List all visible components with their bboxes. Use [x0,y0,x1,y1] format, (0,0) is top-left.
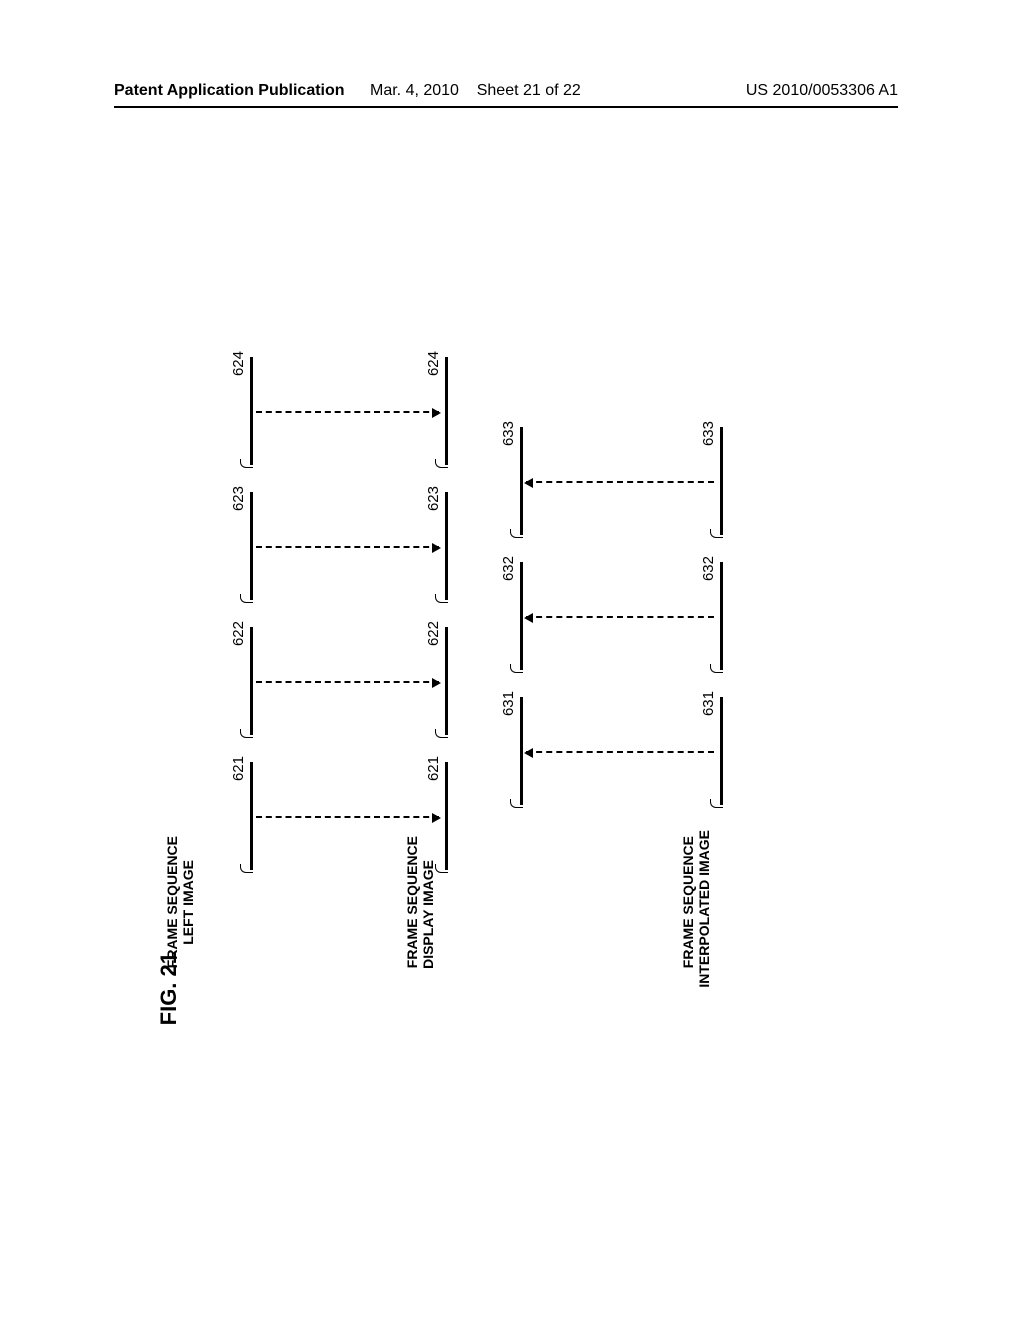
label-display-image-2: FRAME SEQUENCE [404,836,420,968]
frame-line [250,627,253,735]
frame-line [720,562,723,670]
dashed-arrow [256,546,439,548]
label-interp-image-2: FRAME SEQUENCE [680,836,696,968]
ref-label: 623 [425,486,442,511]
ref-label: 621 [230,756,247,781]
ref-label: 622 [230,621,247,646]
dashed-arrow [526,751,714,753]
ref-label: 622 [425,621,442,646]
frame-line [445,627,448,735]
frame-line [445,357,448,465]
dashed-arrow [256,816,439,818]
frame-line [520,697,523,805]
ref-label: 623 [230,486,247,511]
frame-line [250,357,253,465]
frame-line [250,762,253,870]
ref-label: 621 [425,756,442,781]
label-display-image-1: DISPLAY IMAGE [420,860,436,969]
ref-label: 631 [500,691,517,716]
ref-label: 632 [700,556,717,581]
dashed-arrow [526,616,714,618]
frame-line [445,762,448,870]
frame-line [720,427,723,535]
ref-label: 624 [425,351,442,376]
figure-21: FIG. 21 LEFT IMAGE FRAME SEQUENCE DISPLA… [0,0,1024,1320]
ref-label: 631 [700,691,717,716]
frame-line [445,492,448,600]
frame-line [520,562,523,670]
ref-label: 632 [500,556,517,581]
frame-line [520,427,523,535]
dashed-arrow [256,681,439,683]
ref-label: 624 [230,351,247,376]
label-left-image-1: LEFT IMAGE [180,860,196,945]
ref-label: 633 [500,421,517,446]
dashed-arrow [526,481,714,483]
frame-line [720,697,723,805]
label-interp-image-1: INTERPOLATED IMAGE [696,830,712,988]
label-left-image-2: FRAME SEQUENCE [164,836,180,968]
dashed-arrow [256,411,439,413]
frame-line [250,492,253,600]
ref-label: 633 [700,421,717,446]
